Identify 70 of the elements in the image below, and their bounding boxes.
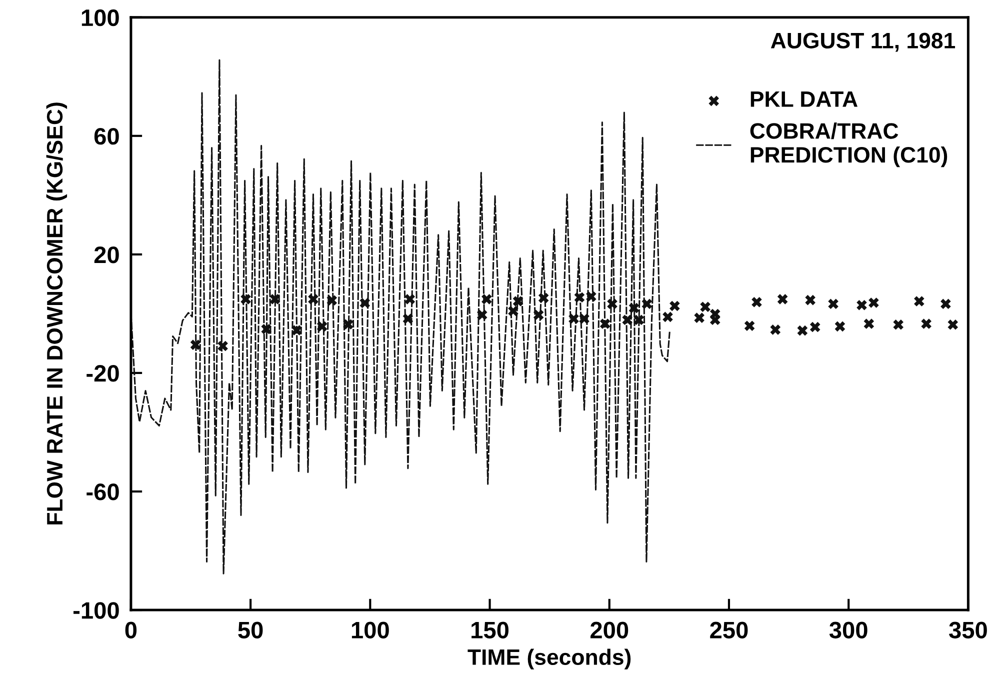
point: [568, 314, 579, 324]
point: [190, 340, 201, 350]
x-tick-label: 200: [590, 622, 628, 638]
point: [622, 314, 632, 326]
point: [662, 312, 673, 322]
y-tick-label: -60: [86, 484, 119, 500]
y-axis-title: FLOW RATE IN DOWNCOMER (KG/SEC): [46, 102, 68, 524]
point: [308, 294, 318, 304]
point: [634, 314, 644, 326]
point: [316, 321, 328, 332]
point: [856, 300, 867, 310]
point: [270, 294, 280, 304]
point: [402, 314, 414, 324]
point: [834, 321, 846, 332]
point: [893, 320, 904, 330]
point: [940, 298, 951, 310]
y-tick-label: -20: [86, 365, 119, 382]
legend-label: COBRA/TRAC PREDICTION (C10): [750, 122, 948, 168]
point: [404, 294, 416, 304]
point: [777, 294, 788, 304]
x-tick-label: 250: [710, 622, 748, 638]
y-tick-label: -100: [74, 602, 119, 619]
point: [752, 296, 762, 308]
point: [797, 325, 808, 336]
point: [700, 302, 710, 312]
point: [586, 291, 596, 302]
y-tick-label: 20: [94, 246, 119, 264]
point: [240, 294, 251, 304]
point: [579, 314, 590, 324]
point: [628, 302, 640, 314]
y-tick-label: 60: [94, 128, 119, 145]
annotation: AUGUST 11, 1981: [770, 32, 956, 52]
point: [670, 300, 680, 312]
point: [343, 319, 354, 330]
point: [642, 298, 652, 310]
point: [914, 296, 924, 306]
x-axis-title: TIME (seconds): [468, 648, 631, 670]
x-tick-label: 50: [238, 622, 263, 638]
point: [482, 294, 492, 304]
point: [292, 325, 302, 336]
legend-label: PKL DATA: [750, 92, 858, 107]
point: [694, 312, 704, 323]
point: [607, 298, 618, 310]
x-tick-label: 350: [949, 622, 987, 639]
point: [512, 296, 524, 306]
point: [600, 318, 610, 329]
point: [948, 320, 958, 330]
point: [360, 298, 370, 308]
point: [805, 294, 816, 306]
y-tick-label: 100: [82, 9, 119, 26]
point: [538, 292, 549, 304]
point: [828, 298, 838, 310]
point: [533, 310, 544, 320]
point: [261, 324, 272, 334]
point: [770, 324, 781, 335]
point: [574, 292, 585, 303]
point: [326, 295, 338, 306]
x-tick-label: 100: [352, 622, 389, 638]
point: [864, 318, 874, 329]
x-tick-label: 150: [472, 622, 508, 638]
point: [476, 310, 488, 320]
point: [744, 320, 755, 331]
point: [868, 298, 879, 308]
point: [810, 322, 820, 332]
line-series: [130, 59, 670, 574]
x-tick-label: 0: [125, 622, 137, 638]
point: [921, 318, 932, 329]
x-tick-label: 300: [829, 622, 868, 639]
point: [508, 306, 518, 316]
point: [218, 340, 228, 352]
